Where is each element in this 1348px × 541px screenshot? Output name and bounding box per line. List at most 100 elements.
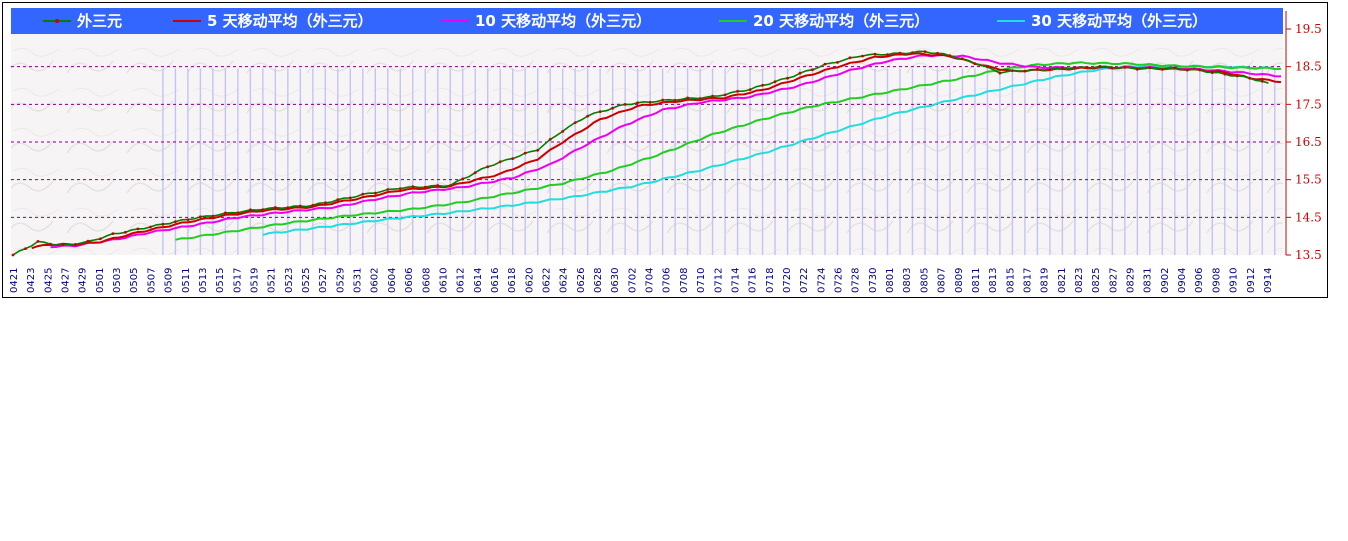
legend-marker	[55, 19, 59, 23]
data-point	[686, 96, 689, 100]
y-tick-label: 18.5	[1295, 60, 1322, 74]
data-point	[49, 242, 52, 246]
data-point	[898, 51, 902, 55]
data-point	[36, 240, 40, 243]
data-point	[311, 203, 315, 207]
data-point	[798, 71, 802, 75]
legend-bar	[11, 8, 1283, 34]
data-point	[211, 214, 215, 218]
data-point	[1011, 69, 1014, 72]
data-point	[423, 185, 427, 189]
x-tick-label: 0624	[559, 268, 570, 293]
y-tick-label: 14.5	[1295, 210, 1322, 224]
legend-label: 10 天移动平均（外三元）	[475, 12, 651, 30]
data-point	[1098, 64, 1102, 68]
y-tick-label: 15.5	[1295, 173, 1322, 187]
data-point	[598, 110, 602, 113]
x-tick-label: 0515	[215, 268, 226, 293]
x-tick-label: 0817	[1022, 268, 1033, 293]
x-tick-label: 0602	[370, 268, 381, 293]
data-point	[1210, 71, 1214, 74]
data-point	[1223, 72, 1227, 76]
data-point	[1185, 68, 1189, 72]
data-point	[661, 98, 664, 102]
y-tick-label: 17.5	[1295, 97, 1322, 111]
x-tick-label: 0730	[868, 268, 879, 293]
data-point	[811, 68, 814, 72]
x-tick-label: 0509	[164, 268, 175, 293]
legend-label: 30 天移动平均（外三元）	[1031, 12, 1207, 30]
data-point	[573, 121, 577, 124]
data-point	[473, 171, 477, 175]
x-tick-label: 0523	[284, 268, 295, 293]
x-tick-label: 0722	[799, 268, 810, 293]
data-point	[698, 97, 702, 100]
data-point	[149, 225, 152, 229]
x-tick-label: 0501	[95, 268, 106, 293]
data-point	[136, 227, 140, 231]
x-tick-label: 0825	[1091, 268, 1102, 293]
data-point	[723, 93, 727, 97]
x-tick-label: 0815	[1005, 268, 1016, 293]
data-point	[886, 53, 889, 56]
data-point	[1123, 65, 1127, 69]
data-point	[673, 98, 677, 102]
data-point	[398, 187, 402, 191]
x-tick-label: 0529	[335, 268, 346, 293]
legend-label: 20 天移动平均（外三元）	[753, 12, 929, 30]
data-point	[461, 177, 465, 181]
data-point	[1073, 66, 1077, 70]
x-tick-label: 0906	[1194, 268, 1205, 293]
data-point	[1248, 76, 1252, 80]
data-point	[961, 57, 964, 60]
x-tick-label: 0628	[593, 268, 604, 293]
y-tick-label: 19.5	[1295, 22, 1322, 36]
x-tick-label: 0914	[1263, 268, 1274, 293]
data-point	[548, 138, 552, 141]
data-point	[511, 157, 515, 161]
data-point	[736, 89, 739, 93]
x-tick-label: 0809	[954, 268, 965, 293]
x-tick-label: 0829	[1126, 268, 1137, 293]
data-point	[836, 61, 839, 64]
chart-frame: 外三元 5 天移动平均（外三元） 10 天移动平均（外三元） 20 天移动平均（外三元…	[2, 2, 1328, 298]
data-point	[761, 83, 764, 87]
data-point	[1160, 67, 1164, 71]
data-point	[973, 62, 977, 65]
line-chart: 外三元 5 天移动平均（外三元） 10 天移动平均（外三元） 20 天移动平均（外三元…	[9, 8, 1322, 293]
x-tick-label: 0801	[885, 268, 896, 293]
y-tick-label: 13.5	[1295, 248, 1322, 262]
x-tick-label: 0626	[576, 268, 587, 293]
data-point	[1036, 67, 1039, 71]
x-tick-label: 0904	[1177, 268, 1188, 293]
data-point	[186, 218, 190, 222]
x-tick-label: 0521	[267, 268, 278, 293]
data-point	[286, 206, 290, 210]
x-tick-label: 0827	[1108, 268, 1119, 293]
x-tick-label: 0423	[26, 268, 37, 293]
data-point	[823, 62, 827, 66]
x-tick-label: 0726	[834, 268, 845, 293]
data-point	[86, 239, 90, 243]
data-point	[1135, 67, 1139, 71]
data-point	[386, 188, 390, 191]
x-tick-label: 0813	[988, 268, 999, 293]
data-point	[1260, 79, 1264, 83]
data-point	[786, 76, 789, 80]
data-point	[61, 243, 65, 247]
x-tick-label: 0819	[1040, 268, 1051, 293]
x-tick-label: 0429	[78, 268, 89, 293]
data-point	[1198, 68, 1202, 72]
x-tick-label: 0902	[1160, 268, 1171, 293]
x-tick-label: 0604	[387, 268, 398, 293]
x-tick-label: 0724	[816, 268, 827, 293]
x-tick-label: 0831	[1143, 268, 1154, 293]
data-point	[523, 151, 527, 155]
data-point	[111, 232, 115, 236]
x-tick-label: 0618	[507, 268, 518, 293]
x-tick-label: 0513	[198, 268, 209, 293]
x-tick-label: 0630	[610, 268, 621, 293]
data-point	[1048, 68, 1052, 71]
data-point	[623, 103, 627, 106]
x-tick-label: 0714	[730, 268, 741, 293]
